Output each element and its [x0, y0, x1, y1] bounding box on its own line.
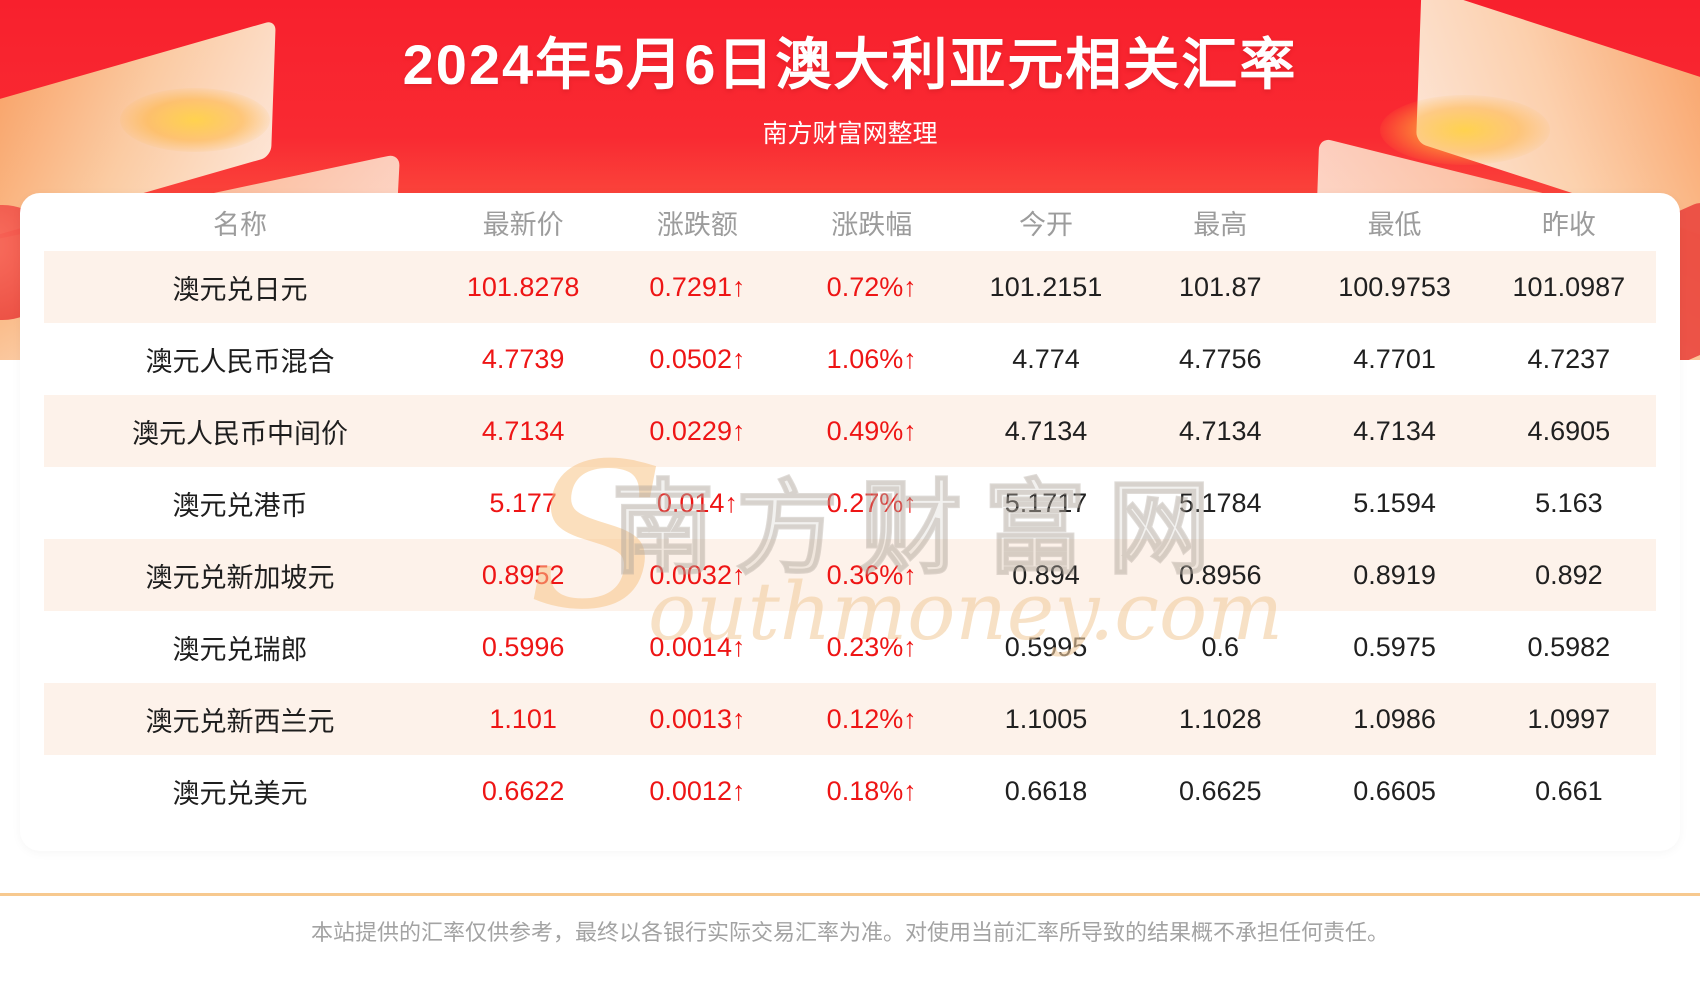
cell-high: 0.8956	[1178, 559, 1262, 590]
cell-change: 0.0032↑	[649, 559, 746, 590]
cell-latest: 0.5996	[481, 631, 565, 662]
page-title: 2024年5月6日澳大利亚元相关汇率	[402, 33, 1298, 96]
cell-name: 澳元兑美元	[172, 778, 308, 809]
cell-high: 0.6625	[1178, 775, 1262, 806]
cell-change_pct: 1.06%↑	[826, 343, 917, 374]
table-row: 澳元兑新西兰元 1.101 0.0013↑ 0.12%↑ 1.1005 1.1028 1.0…	[44, 683, 1656, 755]
cell-change: 0.0014↑	[649, 631, 746, 662]
cell-low: 0.6605	[1353, 775, 1436, 806]
cell-name: 澳元人民币混合	[145, 346, 335, 377]
cell-change_pct: 0.23%↑	[826, 631, 917, 662]
cell-high: 4.7134	[1178, 415, 1262, 446]
cell-prev_close: 5.163	[1535, 487, 1603, 518]
decor-gold-glow-right-icon	[1380, 95, 1550, 165]
table-body: 澳元兑日元 101.8278 0.7291↑ 0.72%↑ 101.2151 101.87…	[44, 251, 1656, 827]
table-row: 澳元兑新加坡元 0.8952 0.0032↑ 0.36%↑ 0.894 0.8956 0.8…	[44, 539, 1656, 611]
table-row: 澳元兑港币 5.177 0.014↑ 0.27%↑ 5.1717 5.1784 5.1594…	[44, 467, 1656, 539]
cell-high: 0.6	[1201, 631, 1240, 662]
cell-change_pct: 0.49%↑	[826, 415, 917, 446]
cell-prev_close: 4.7237	[1527, 343, 1611, 374]
cell-change: 0.0013↑	[649, 703, 746, 734]
cell-open: 5.1717	[1004, 487, 1088, 518]
cell-latest: 0.8952	[481, 559, 565, 590]
cell-name: 澳元兑瑞郎	[172, 634, 308, 665]
cell-name: 澳元人民币中间价	[132, 418, 348, 449]
cell-open: 4.774	[1012, 343, 1080, 374]
cell-change: 0.7291↑	[649, 271, 746, 302]
cell-name: 澳元兑港币	[172, 490, 308, 521]
cell-open: 101.2151	[989, 271, 1103, 302]
table-row: 澳元人民币中间价 4.7134 0.0229↑ 0.49%↑ 4.7134 4.7134 4…	[44, 395, 1656, 467]
cell-low: 4.7701	[1353, 343, 1436, 374]
cell-change_pct: 0.12%↑	[826, 703, 917, 734]
cell-latest: 4.7739	[481, 343, 565, 374]
column-header-prev_close: 昨收	[1541, 209, 1596, 240]
cell-name: 澳元兑新加坡元	[145, 562, 335, 593]
cell-open: 1.1005	[1004, 703, 1088, 734]
cell-latest: 5.177	[489, 487, 557, 518]
page-subtitle: 南方财富网整理	[762, 120, 938, 148]
column-header-high: 最高	[1193, 209, 1248, 240]
table-row: 澳元兑美元 0.6622 0.0012↑ 0.18%↑ 0.6618 0.6625 0.66…	[44, 755, 1656, 827]
cell-high: 4.7756	[1178, 343, 1262, 374]
cell-change_pct: 0.18%↑	[826, 775, 917, 806]
footer-divider	[0, 893, 1700, 896]
cell-low: 0.5975	[1353, 631, 1436, 662]
cell-prev_close: 0.892	[1535, 559, 1603, 590]
cell-change: 0.0229↑	[649, 415, 746, 446]
column-header-open: 今开	[1018, 209, 1073, 240]
cell-open: 0.894	[1012, 559, 1080, 590]
cell-change_pct: 0.27%↑	[826, 487, 917, 518]
rates-table-card: 名称 最新价 涨跌额 涨跌幅 今开 最高 最低 昨收 澳元兑日元 101.8278 0.7291↑…	[20, 193, 1680, 851]
decor-gold-glow-left-icon	[120, 88, 270, 152]
cell-low: 100.9753	[1338, 271, 1451, 302]
cell-change: 0.0502↑	[649, 343, 746, 374]
cell-high: 1.1028	[1178, 703, 1262, 734]
table-row: 澳元兑瑞郎 0.5996 0.0014↑ 0.23%↑ 0.5995 0.6 0.5975 0…	[44, 611, 1656, 683]
cell-name: 澳元兑新西兰元	[145, 706, 335, 737]
column-header-change: 涨跌额	[656, 209, 738, 240]
column-header-low: 最低	[1367, 209, 1422, 240]
cell-prev_close: 0.5982	[1527, 631, 1611, 662]
cell-latest: 0.6622	[481, 775, 565, 806]
cell-low: 0.8919	[1353, 559, 1436, 590]
cell-change_pct: 0.36%↑	[826, 559, 917, 590]
table-header-row: 名称 最新价 涨跌额 涨跌幅 今开 最高 最低 昨收	[44, 193, 1656, 251]
cell-latest: 1.101	[489, 703, 557, 734]
column-header-change_pct: 涨跌幅	[831, 209, 913, 240]
cell-low: 4.7134	[1353, 415, 1436, 446]
cell-change: 0.0012↑	[649, 775, 746, 806]
cell-prev_close: 4.6905	[1527, 415, 1611, 446]
cell-open: 0.6618	[1004, 775, 1088, 806]
cell-prev_close: 0.661	[1535, 775, 1603, 806]
cell-change: 0.014↑	[656, 487, 738, 518]
cell-high: 101.87	[1178, 271, 1262, 302]
cell-change_pct: 0.72%↑	[826, 271, 917, 302]
cell-prev_close: 1.0997	[1527, 703, 1611, 734]
cell-open: 0.5995	[1004, 631, 1088, 662]
cell-name: 澳元兑日元	[172, 274, 308, 305]
table-row: 澳元兑日元 101.8278 0.7291↑ 0.72%↑ 101.2151 101.87…	[44, 251, 1656, 323]
cell-open: 4.7134	[1004, 415, 1088, 446]
cell-low: 5.1594	[1353, 487, 1436, 518]
cell-latest: 101.8278	[466, 271, 580, 302]
footer-disclaimer: 本站提供的汇率仅供参考，最终以各银行实际交易汇率为准。对使用当前汇率所导致的结果…	[310, 920, 1389, 945]
column-header-name: 名称	[213, 209, 267, 240]
column-header-latest: 最新价	[482, 209, 564, 240]
cell-latest: 4.7134	[481, 415, 565, 446]
cell-low: 1.0986	[1353, 703, 1436, 734]
cell-high: 5.1784	[1178, 487, 1262, 518]
cell-prev_close: 101.0987	[1512, 271, 1626, 302]
table-row: 澳元人民币混合 4.7739 0.0502↑ 1.06%↑ 4.774 4.7756 4.7…	[44, 323, 1656, 395]
